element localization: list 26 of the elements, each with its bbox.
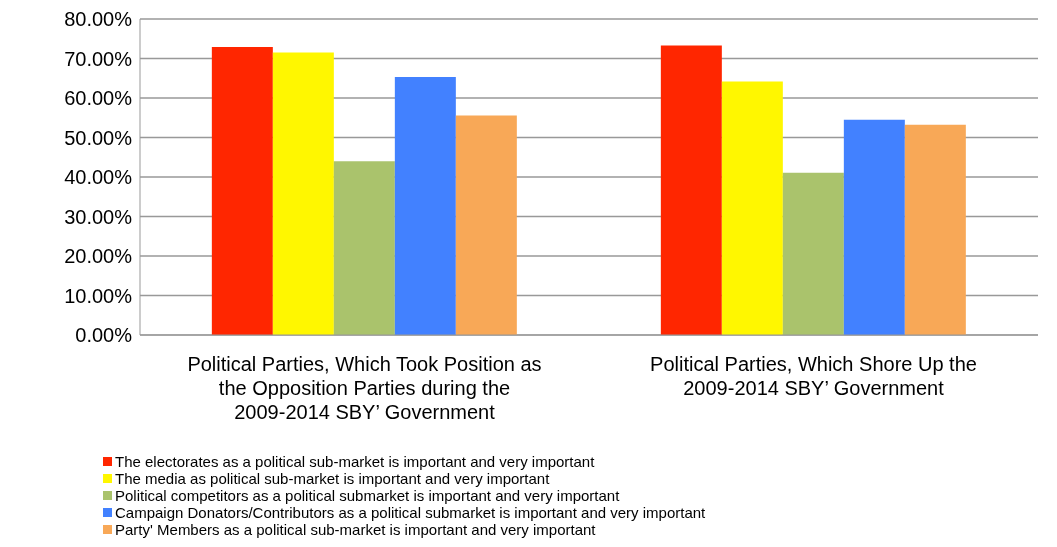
legend-label: The media as political sub-market is important and very important [115, 470, 550, 487]
bar [211, 47, 273, 335]
y-tick-label: 70.00% [64, 47, 133, 70]
legend-label: Party' Members as a political sub-market is important and very important [115, 521, 596, 538]
y-tick-label: 80.00% [64, 8, 133, 31]
y-tick-label: 0.00% [75, 324, 133, 347]
legend-label: Campaign Donators/Contributors as a political submarket is important and very important [115, 504, 706, 521]
legend-label: Political competitors as a political submarket is important and very important [115, 487, 620, 504]
x-tick-label: Political Parties, Which Shore Up the 2009-2014 SBY’ Government [650, 353, 977, 399]
y-tick-label: 10.00% [64, 284, 133, 307]
y-tick-label: 20.00% [64, 245, 133, 268]
bar [333, 161, 395, 335]
legend-label: The electorates as a political sub-market is important and very important [115, 453, 595, 470]
bar [904, 124, 966, 335]
y-tick-label: 30.00% [64, 205, 133, 228]
y-tick-label: 50.00% [64, 126, 133, 149]
bar [455, 115, 517, 335]
bar [782, 172, 844, 335]
y-tick-label: 60.00% [64, 87, 133, 110]
y-tick-label: 40.00% [64, 166, 133, 189]
bar [272, 52, 334, 335]
bar [721, 81, 783, 335]
bar [660, 45, 722, 335]
x-tick-label: Political Parties, Which Took Position as the Opposition Parties during the 2009-2014 SBY’ Government [187, 353, 542, 423]
bar [843, 119, 905, 335]
bar [394, 77, 456, 335]
